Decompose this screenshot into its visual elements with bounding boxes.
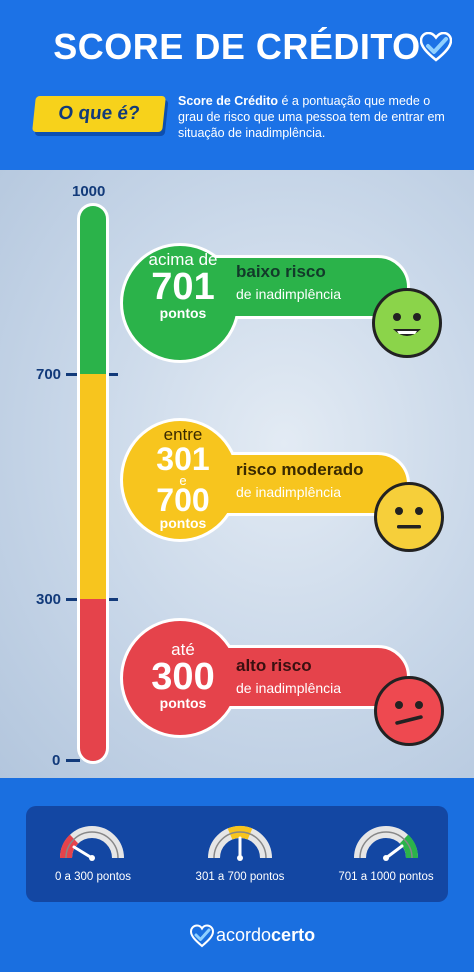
scale-label-1000: 1000 [72,183,106,200]
header: SCORE DE CRÉDITO O que é? Score de Crédi… [0,0,474,170]
card-low-risk-number: 701 [151,266,215,308]
score-bar-yellow [80,374,106,599]
card-moderate-risk-number2: 700 [156,482,210,518]
score-bar-red [80,599,106,761]
card-high-risk-bottom: pontos [159,695,207,711]
scale-label-0: 0 [52,752,61,769]
heart-check-icon [420,32,452,62]
card-moderate-risk-number: 301 [156,441,210,477]
card-moderate-risk-joint [200,455,260,513]
brand-logo-icon [190,924,214,948]
scale-label-700: 700 [36,366,62,383]
card-high-risk-title: alto risco [236,656,312,675]
brand-part1: acordo [216,925,272,945]
card-high-risk-top: até [171,640,195,659]
definition-bold: Score de Crédito [178,94,279,108]
card-low-risk-top: acima de [148,250,218,269]
card-high-risk-number: 300 [151,656,215,698]
legend-label-medium: 301 a 700 pontos [195,871,285,883]
card-moderate-risk-top: entre [163,425,203,444]
definition-rest: é a pontuação que mede o grau de risco q… [178,94,445,140]
gauge-medium-icon [208,826,272,861]
brand-name: acordocerto [216,925,315,946]
score-bar-green [80,206,106,374]
brand-part2: certo [271,925,316,945]
card-moderate-risk-sub: de inadimplência [236,484,342,500]
neutral-face-icon [374,482,444,552]
happy-face-icon [372,288,442,358]
card-moderate-risk-bottom: pontos [159,515,207,531]
legend-label-high: 701 a 1000 pontos [338,871,434,883]
gauge-high-icon [354,826,418,861]
sad-face-icon [374,676,444,746]
legend-box [26,806,448,902]
page-title: SCORE DE CRÉDITO [53,26,421,67]
gauge-low-icon [60,826,124,861]
scale-label-300: 300 [36,591,62,608]
what-is-tag: O que é? [32,96,166,132]
card-high-risk-sub: de inadimplência [236,680,342,696]
definition-text: Score de Crédito é a pontuação que mede … [178,93,458,141]
card-low-risk-title: baixo risco [236,262,326,281]
card-low-risk-sub: de inadimplência [236,286,342,302]
card-high-risk-joint [200,648,260,706]
legend-label-low: 0 a 300 pontos [54,871,132,883]
scale-tick-0 [66,759,80,762]
card-moderate-risk-title: risco moderado [236,460,364,479]
card-low-risk-bottom: pontos [159,305,207,321]
card-low-risk-joint [200,258,260,316]
score-bar-outline [77,203,109,764]
card-moderate-risk-middle: e [179,473,187,488]
